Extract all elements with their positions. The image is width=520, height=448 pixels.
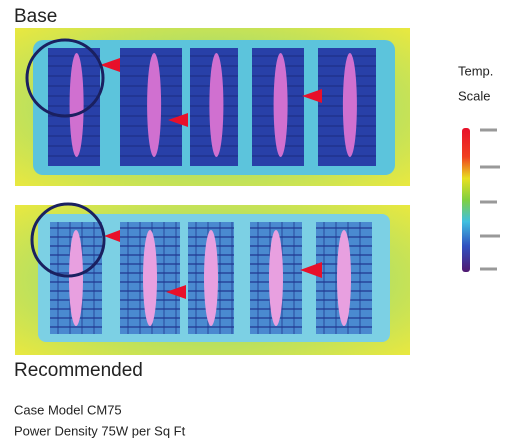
recommended-label: Recommended: [14, 360, 143, 381]
scale-bar: [462, 128, 470, 272]
caption-model: Case Model CM75: [14, 402, 122, 417]
caption-density: Power Density 75W per Sq Ft: [14, 423, 186, 438]
warm-core: [69, 230, 83, 326]
warm-core: [143, 230, 157, 326]
scale-ticks: [480, 130, 500, 269]
warm-core: [269, 230, 283, 326]
scale-title: Temp.: [458, 63, 493, 78]
base-label: Base: [14, 6, 57, 27]
recommended-thermal-map: [15, 204, 410, 355]
rack-blocks: [48, 48, 376, 166]
warm-core: [147, 53, 161, 157]
warm-core: [204, 230, 218, 326]
page: Base Recommended Case Model CM75 Power D…: [0, 0, 520, 448]
rack-blocks: [50, 222, 372, 334]
scale-title: Scale: [458, 88, 491, 103]
warm-core: [274, 53, 288, 157]
warm-core: [343, 53, 357, 157]
warm-core: [337, 230, 351, 326]
base-thermal-map: [15, 28, 410, 186]
figure: Base Recommended Case Model CM75 Power D…: [0, 0, 520, 448]
warm-core: [70, 53, 84, 157]
warm-core: [209, 53, 223, 157]
